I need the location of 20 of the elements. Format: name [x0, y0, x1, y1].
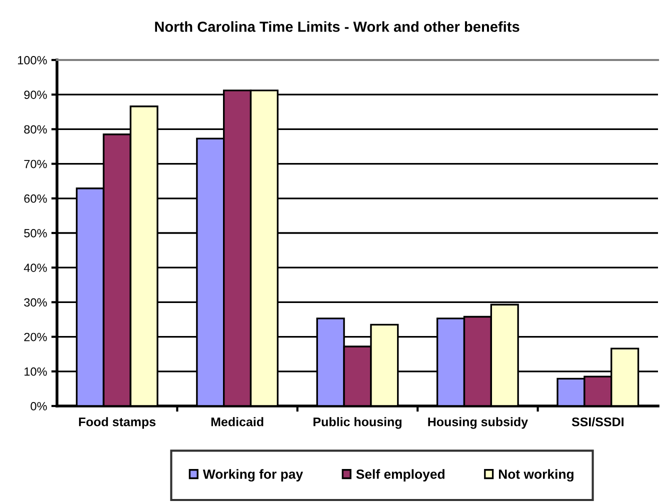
y-tick-label: 60% [24, 194, 47, 203]
y-tick-label: 80% [24, 125, 47, 134]
x-tick-label: Public housing [314, 417, 402, 429]
y-tick-label: 40% [24, 264, 47, 272]
legend-label: Not working [498, 469, 574, 482]
legend-label: Self employed [356, 469, 444, 482]
x-tick-label: Housing subsidy [428, 417, 528, 429]
y-tick-label: 10% [24, 367, 47, 376]
y-tick-label: 100% [18, 56, 47, 64]
y-tick-label: 90% [24, 90, 47, 99]
chart-title: North Carolina Time Limits - Work and other benefits [155, 21, 520, 32]
y-tick-label: 30% [24, 298, 47, 307]
x-tick-label: Medicaid [211, 417, 264, 426]
y-tick-label: 0% [30, 402, 47, 410]
x-tick-label: SSI/SSDI [572, 417, 624, 426]
legend-label: Working for pay [202, 469, 304, 482]
y-tick-label: 50% [24, 229, 47, 238]
y-tick-label: 70% [24, 160, 47, 168]
x-tick-label: Food stamps [79, 417, 156, 429]
y-tick-label: 20% [24, 332, 47, 342]
